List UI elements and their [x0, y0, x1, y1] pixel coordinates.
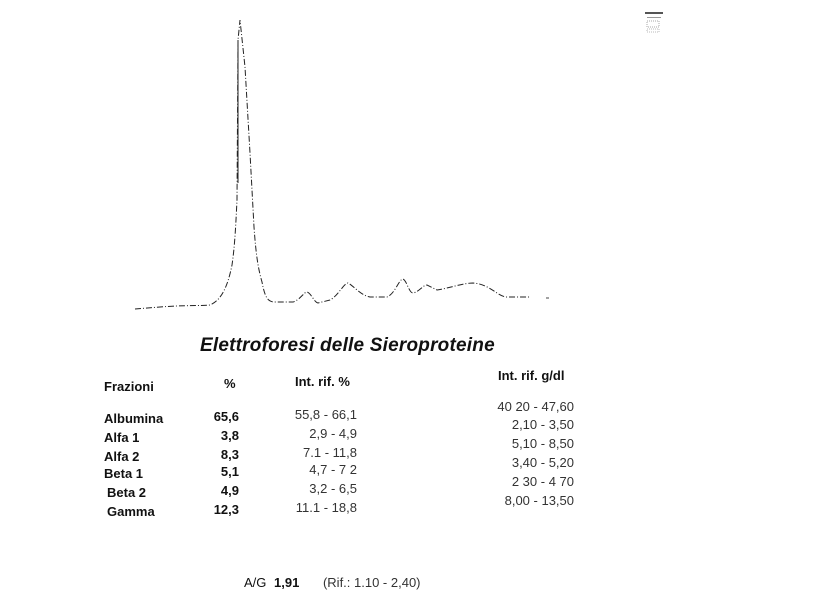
fraction-name: Albumina: [104, 411, 164, 426]
fraction-ref-gdl: 5,10 - 8,50: [511, 436, 574, 451]
fraction-ref-percent: 7.1 - 11,8: [303, 445, 357, 460]
header-ref-gdl: Int. rif. g/dl: [498, 368, 565, 383]
header-fraction: Frazioni: [104, 379, 154, 394]
fraction-name: Beta 2: [107, 485, 147, 500]
ag-ratio: A/G 1,91 (Rif.: 1.10 - 2,40): [244, 575, 421, 590]
fraction-name: Gamma: [107, 504, 155, 519]
fraction-ref-gdl: 40 20 - 47,60: [497, 399, 574, 414]
electrophoresis-densitogram: [134, 19, 549, 310]
lab-stamp: [643, 6, 665, 36]
fraction-percent: 8,3: [220, 447, 239, 462]
header-ref-percent: Int. rif. %: [295, 374, 350, 389]
fraction-percent: 5,1: [220, 464, 239, 479]
fraction-name: Alfa 2: [104, 449, 140, 464]
header-percent: %: [224, 376, 236, 391]
fraction-percent: 3,8: [220, 428, 239, 443]
fraction-ref-gdl: 3,40 - 5,20: [511, 455, 574, 470]
fraction-ref-gdl: 2,10 - 3,50: [511, 417, 574, 432]
ag-reference: (Rif.: 1.10 - 2,40): [322, 575, 421, 590]
densitogram-curve: [134, 19, 530, 310]
fraction-name: Alfa 1: [104, 430, 140, 445]
fraction-ref-percent: 11.1 - 18,8: [295, 500, 357, 515]
fraction-percent: 12,3: [213, 502, 239, 517]
ag-label: A/G: [244, 575, 267, 590]
fraction-ref-gdl: 8,00 - 13,50: [504, 493, 574, 508]
fraction-ref-percent: 2,9 - 4,9: [309, 426, 357, 441]
fraction-ref-gdl: 2 30 - 4 70: [511, 474, 574, 489]
fraction-ref-percent: 3,2 - 6,5: [309, 481, 357, 496]
page-title: Elettroforesi delle Sieroproteine: [200, 335, 495, 356]
ag-value: 1,91: [274, 575, 300, 590]
fraction-ref-percent: 55,8 - 66,1: [294, 407, 357, 422]
fraction-percent: 4,9: [220, 483, 239, 498]
fraction-name: Beta 1: [104, 466, 144, 481]
fraction-ref-percent: 4,7 - 7 2: [309, 462, 357, 477]
fraction-percent: 65,6: [213, 409, 239, 424]
